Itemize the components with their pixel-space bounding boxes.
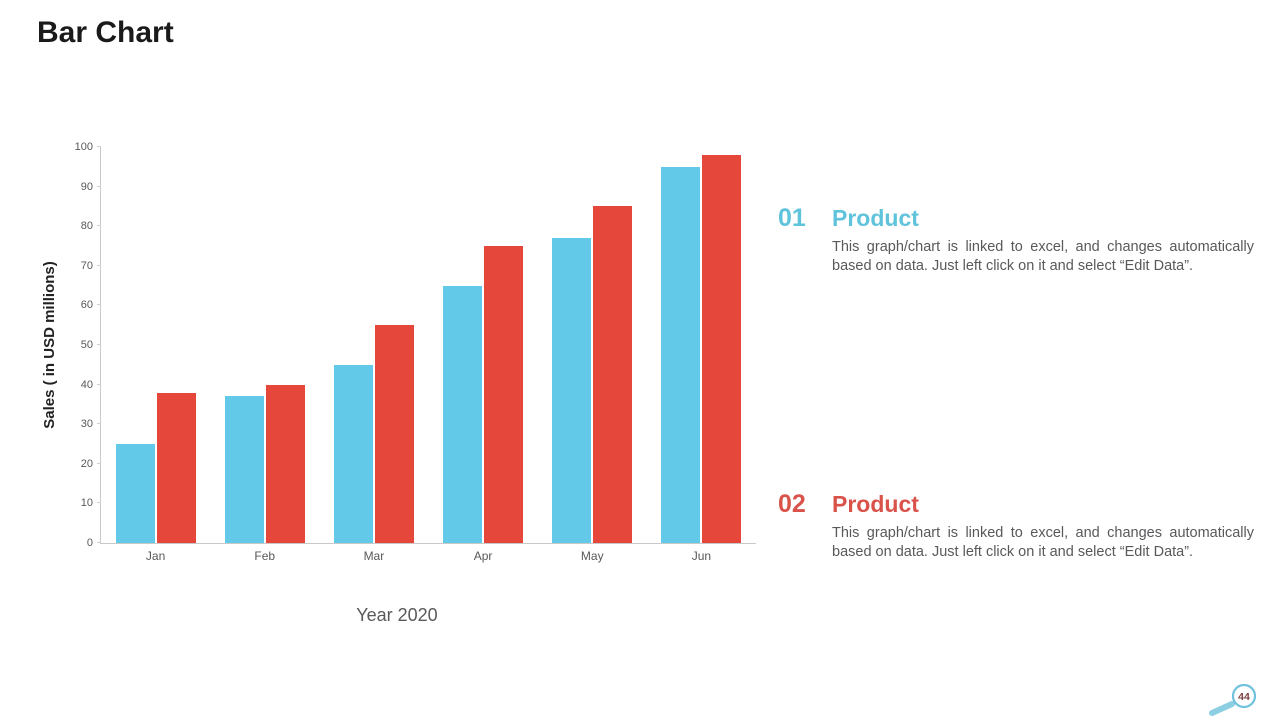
bar-group-jan bbox=[115, 392, 196, 543]
item-number: 01 bbox=[778, 204, 806, 232]
y-tick-label: 0 bbox=[86, 537, 93, 549]
bar-product-01-jun bbox=[661, 166, 701, 543]
bar-group-apr bbox=[443, 246, 524, 543]
bar-group-feb bbox=[224, 384, 305, 543]
bar-product-02-jan bbox=[156, 392, 196, 543]
y-tick-label: 90 bbox=[80, 180, 93, 193]
y-tick-label: 10 bbox=[80, 497, 93, 510]
y-tick-mark bbox=[97, 225, 101, 227]
bar-product-02-mar bbox=[374, 325, 414, 543]
magnifier-icon: 44 bbox=[1209, 683, 1257, 716]
y-tick-mark bbox=[97, 264, 101, 266]
page-title: Bar Chart bbox=[37, 16, 174, 49]
y-tick-mark bbox=[97, 185, 101, 187]
y-tick-mark bbox=[97, 462, 101, 464]
bar-product-02-apr bbox=[484, 246, 524, 543]
bar-product-01-may bbox=[552, 238, 592, 543]
x-tick-label-jun: Jun bbox=[691, 549, 712, 563]
y-tick-label: 100 bbox=[74, 141, 93, 153]
x-tick-label-apr: Apr bbox=[473, 549, 493, 563]
y-tick-mark bbox=[97, 304, 101, 306]
x-tick-label-may: May bbox=[580, 549, 604, 563]
item-description: This graph/chart is linked to excel, and… bbox=[832, 239, 1254, 274]
y-tick-label: 70 bbox=[80, 259, 93, 272]
info-item-product-01: 01 Product This graph/chart is linked to… bbox=[778, 205, 1254, 275]
info-item-product-02: 02 Product This graph/chart is linked to… bbox=[778, 491, 1254, 561]
bar-chart-plot-area: 0 10 20 30 40 50 60 70 80 90 100 Jan Feb Mar Apr May Jun bbox=[75, 141, 756, 563]
bar-group-may bbox=[552, 206, 633, 543]
item-heading: Product bbox=[832, 491, 919, 517]
bar-product-01-mar bbox=[333, 364, 373, 543]
y-tick-label: 60 bbox=[80, 299, 93, 312]
bar-product-01-jan bbox=[115, 444, 155, 543]
y-tick-label: 20 bbox=[80, 457, 93, 470]
y-tick-mark bbox=[97, 423, 101, 425]
item-number: 02 bbox=[778, 490, 806, 518]
y-tick-label: 50 bbox=[80, 339, 93, 351]
y-tick-mark bbox=[97, 383, 101, 385]
bar-group-jun bbox=[661, 154, 742, 543]
x-axis-title: Year 2020 bbox=[356, 605, 438, 625]
bar-product-02-jun bbox=[702, 154, 742, 543]
bar-product-01-feb bbox=[224, 396, 264, 543]
bar-group-mar bbox=[333, 325, 414, 543]
item-heading: Product bbox=[832, 205, 919, 231]
bar-product-01-apr bbox=[443, 285, 483, 543]
y-tick-mark bbox=[97, 344, 101, 345]
x-tick-label-jan: Jan bbox=[145, 549, 166, 563]
y-tick-mark bbox=[97, 146, 101, 147]
x-tick-label-mar: Mar bbox=[363, 549, 385, 563]
x-tick-label-feb: Feb bbox=[254, 549, 276, 563]
y-tick-mark bbox=[97, 502, 101, 504]
y-tick-label: 30 bbox=[80, 418, 93, 431]
bar-product-02-feb bbox=[265, 384, 305, 543]
item-description: This graph/chart is linked to excel, and… bbox=[832, 525, 1254, 560]
bar-product-02-may bbox=[593, 206, 633, 543]
y-tick-label: 40 bbox=[80, 378, 93, 391]
page-number: 44 bbox=[1238, 691, 1250, 703]
page-number-badge: 44 bbox=[1198, 682, 1270, 718]
y-tick-mark bbox=[97, 542, 101, 543]
y-tick-label: 80 bbox=[80, 220, 93, 233]
